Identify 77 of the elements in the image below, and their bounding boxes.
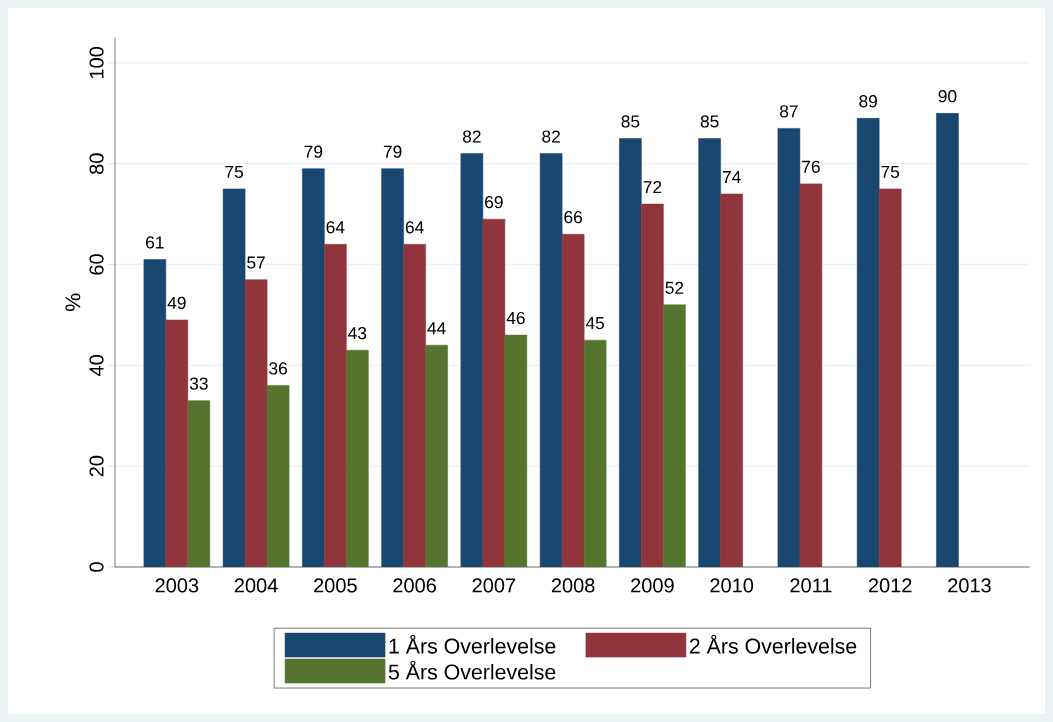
legend-label: 2 Års Overlevelse — [689, 634, 857, 654]
bar — [244, 279, 268, 567]
bar — [403, 244, 426, 567]
bar — [663, 304, 686, 567]
y-tick-label: 20 — [89, 455, 104, 477]
legend-label: 5 Års Overlevelse — [388, 660, 556, 680]
y-tick-label: 80 — [89, 153, 104, 174]
bar — [561, 234, 585, 567]
data-label: 64 — [326, 221, 345, 234]
data-label: 44 — [427, 322, 446, 335]
bar — [425, 344, 448, 567]
data-label: 79 — [383, 145, 402, 158]
bar — [460, 153, 484, 567]
x-tick-label: 2013 — [948, 578, 991, 593]
bar — [222, 188, 246, 567]
data-label: 72 — [643, 180, 662, 194]
x-tick-label: 2007 — [472, 578, 516, 593]
bar — [720, 193, 743, 567]
data-label: 69 — [485, 195, 503, 209]
x-tick-label: 2008 — [551, 578, 595, 593]
bar — [799, 183, 823, 567]
data-label: 75 — [225, 165, 243, 178]
y-axis-title: % — [65, 293, 81, 312]
x-tick-label: 2004 — [234, 578, 278, 593]
bar — [539, 153, 563, 567]
data-label: 79 — [304, 145, 323, 158]
data-label: 57 — [247, 256, 265, 269]
bar — [504, 334, 528, 567]
bar — [482, 218, 506, 567]
bar — [381, 168, 404, 567]
bar — [698, 138, 721, 567]
y-tick-label: 60 — [89, 254, 104, 275]
data-label: 43 — [348, 327, 367, 340]
data-label: 66 — [564, 211, 583, 224]
data-label: 64 — [405, 221, 424, 234]
bar — [641, 203, 664, 567]
data-label: 87 — [780, 105, 798, 118]
bar — [302, 168, 325, 567]
bar — [936, 113, 959, 567]
bar — [878, 188, 902, 567]
data-label: 76 — [802, 160, 820, 173]
data-label: 36 — [269, 362, 287, 375]
bar — [143, 259, 167, 567]
x-tick-label: 2012 — [868, 578, 912, 593]
data-label: 75 — [881, 165, 900, 178]
data-label: 49 — [167, 296, 186, 310]
x-tick-label: 2003 — [155, 578, 199, 593]
bar — [187, 400, 211, 567]
data-label: 85 — [700, 115, 719, 128]
bar — [346, 349, 369, 567]
data-label: 90 — [938, 90, 957, 103]
bar — [619, 138, 642, 567]
data-label: 33 — [189, 377, 208, 390]
data-label: 82 — [542, 130, 560, 143]
bar — [856, 118, 880, 567]
data-label: 85 — [621, 115, 640, 128]
bar — [266, 385, 290, 567]
x-tick-label: 2010 — [710, 578, 754, 593]
data-label: 82 — [462, 130, 481, 143]
bar — [165, 319, 189, 567]
x-tick-label: 2009 — [631, 578, 674, 593]
data-label: 46 — [506, 311, 525, 325]
data-label: 61 — [146, 236, 164, 249]
x-tick-label: 2005 — [314, 578, 357, 593]
x-tick-label: 2011 — [790, 578, 832, 593]
data-label: 52 — [665, 281, 684, 294]
bar — [777, 128, 801, 567]
data-label: 45 — [585, 317, 605, 330]
y-tick-label: 0 — [89, 562, 104, 572]
bar — [583, 339, 607, 567]
legend-label: 1 Års Overlevelse — [389, 634, 556, 654]
x-tick-label: 2006 — [393, 578, 436, 593]
y-tick-label: 100 — [89, 46, 104, 79]
bar — [324, 244, 347, 567]
data-label: 74 — [722, 171, 741, 184]
y-tick-label: 40 — [89, 355, 104, 377]
data-label: 89 — [859, 95, 877, 108]
